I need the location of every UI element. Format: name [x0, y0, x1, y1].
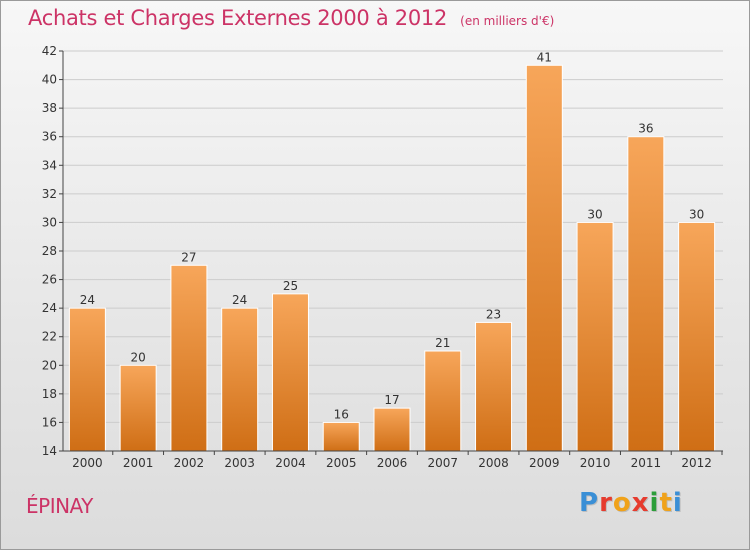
value-label: 20	[131, 350, 146, 364]
value-label: 16	[334, 407, 349, 421]
logo-letter: o	[612, 488, 632, 518]
y-tick-label: 24	[42, 301, 57, 315]
value-label: 23	[486, 307, 501, 321]
y-tick-label: 18	[42, 387, 57, 401]
bar	[678, 221, 716, 452]
bar	[373, 407, 411, 452]
logo-letter: r	[599, 488, 613, 518]
value-label: 21	[435, 336, 450, 350]
bar	[322, 421, 360, 452]
y-tick-label: 22	[42, 330, 57, 344]
bar	[271, 293, 309, 452]
chart-subtitle: (en milliers d'€)	[460, 14, 555, 28]
x-tick-label: 2005	[326, 456, 357, 470]
logo-letter: i	[649, 488, 660, 518]
y-tick-label: 32	[42, 187, 57, 201]
x-tick-label: 2009	[529, 456, 560, 470]
y-tick-label: 38	[42, 101, 57, 115]
proxiti-logo[interactable]: Proxiti	[579, 488, 683, 518]
axes	[59, 50, 723, 455]
bar	[627, 136, 665, 452]
y-tick-label: 20	[42, 358, 57, 372]
x-tick-label: 2002	[174, 456, 205, 470]
value-label: 30	[587, 207, 602, 221]
bar	[119, 364, 157, 452]
x-tick-label: 2011	[631, 456, 662, 470]
grid-lines	[63, 50, 723, 452]
bar	[525, 64, 563, 452]
value-label: 25	[283, 279, 298, 293]
y-tick-label: 14	[42, 444, 57, 458]
value-label: 41	[537, 50, 552, 64]
bar	[424, 350, 462, 452]
bar	[576, 221, 614, 452]
x-tick-label: 2007	[427, 456, 458, 470]
x-tick-label: 2008	[478, 456, 509, 470]
x-tick-label: 2000	[72, 456, 103, 470]
y-tick-label: 42	[42, 44, 57, 58]
y-tick-label: 28	[42, 244, 57, 258]
logo-letter: P	[579, 488, 600, 518]
y-tick-label: 34	[42, 158, 57, 172]
labels: 14 16 18 20 22 24 26 28 30 32 34 36 38 40 42 24 2000 20 20…	[42, 44, 712, 470]
value-label: 30	[689, 207, 704, 221]
x-tick-label: 2001	[123, 456, 154, 470]
value-label: 36	[638, 122, 653, 136]
bar	[475, 321, 513, 452]
x-tick-label: 2010	[580, 456, 611, 470]
y-tick-label: 30	[42, 215, 57, 229]
x-tick-label: 2004	[275, 456, 306, 470]
y-tick-label: 36	[42, 130, 57, 144]
logo-letter: i	[672, 488, 683, 518]
title-row: Achats et Charges Externes 2000 à 2012 (…	[28, 6, 554, 30]
logo-letter: t	[659, 488, 673, 518]
value-label: 27	[181, 250, 196, 264]
bar	[68, 307, 106, 452]
y-tick-label: 40	[42, 73, 57, 87]
commune-name: ÉPINAY	[26, 494, 93, 518]
x-tick-label: 2003	[224, 456, 255, 470]
value-label: 24	[80, 293, 95, 307]
value-label: 17	[384, 393, 399, 407]
bar	[221, 307, 259, 452]
x-tick-label: 2006	[377, 456, 408, 470]
chart-title: Achats et Charges Externes 2000 à 2012	[28, 6, 448, 30]
x-tick-label: 2012	[681, 456, 712, 470]
logo-letter: x	[631, 488, 650, 518]
y-tick-label: 26	[42, 273, 57, 287]
bars	[68, 64, 716, 452]
bar	[170, 264, 208, 452]
value-label: 24	[232, 293, 247, 307]
y-tick-label: 16	[42, 415, 57, 429]
